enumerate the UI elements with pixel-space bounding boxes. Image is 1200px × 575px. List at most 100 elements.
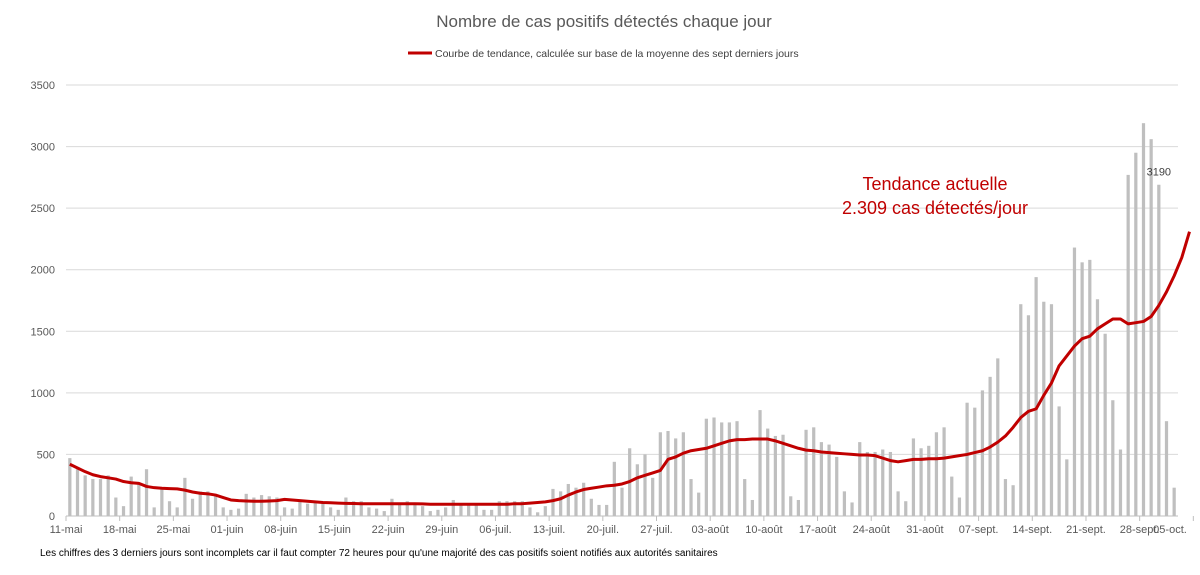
x-tick-label: 08-juin: [264, 524, 297, 536]
daily-bar: [513, 501, 517, 516]
daily-bar: [1134, 152, 1138, 516]
daily-bar: [1049, 304, 1054, 516]
daily-bar: [819, 442, 824, 516]
x-tick-label: 31-août: [906, 524, 943, 536]
daily-bar: [497, 501, 501, 516]
daily-bar: [712, 417, 716, 516]
daily-bar: [651, 477, 655, 516]
x-tick-label: 25-mai: [157, 524, 191, 536]
legend: Courbe de tendance, calculée sur base de…: [408, 48, 799, 60]
daily-bar: [605, 504, 609, 516]
daily-bar: [727, 422, 731, 516]
daily-bar: [1057, 406, 1061, 516]
daily-bar: [950, 476, 954, 516]
daily-bar: [896, 491, 900, 516]
daily-bar: [957, 497, 962, 516]
daily-bar: [1080, 262, 1084, 516]
daily-bar: [313, 501, 317, 516]
daily-bar: [382, 511, 386, 516]
daily-bar: [1072, 247, 1077, 516]
daily-bar: [259, 495, 264, 516]
x-tick-label: 15-juin: [318, 524, 351, 536]
daily-bar: [275, 497, 279, 516]
daily-bar: [980, 390, 985, 516]
daily-bar: [1172, 487, 1176, 516]
gridlines: [66, 84, 1178, 455]
daily-bar: [973, 407, 977, 516]
daily-bar: [459, 503, 463, 516]
daily-bar: [1065, 459, 1069, 516]
daily-bar: [1103, 333, 1107, 516]
daily-bar: [536, 512, 540, 516]
daily-bar: [996, 358, 1000, 516]
daily-bar: [420, 506, 425, 516]
daily-bar: [758, 410, 762, 516]
daily-bar: [796, 499, 800, 516]
daily-bar: [83, 475, 87, 516]
daily-bar: [1011, 485, 1015, 516]
daily-bar: [704, 418, 708, 516]
x-tick-label: 21-sept.: [1066, 524, 1106, 536]
daily-bar: [367, 507, 371, 516]
daily-bar: [252, 497, 256, 516]
x-tick-label: 24-août: [853, 524, 890, 536]
daily-bar: [490, 509, 494, 516]
daily-bar: [91, 479, 95, 516]
x-tick-label: 13-juil.: [533, 524, 565, 536]
daily-bar: [766, 428, 770, 516]
daily-bar: [351, 501, 356, 516]
daily-bar: [635, 464, 639, 516]
daily-bar: [282, 507, 287, 516]
daily-bar: [305, 503, 310, 516]
daily-bar: [674, 438, 678, 516]
trend-line: [69, 231, 1191, 506]
x-tick-label: 06-juil.: [479, 524, 511, 536]
daily-bar: [436, 509, 440, 516]
daily-bar: [206, 491, 210, 516]
daily-bar: [1042, 301, 1046, 516]
x-tick-label: 18-mai: [103, 524, 137, 536]
daily-bar: [658, 432, 662, 516]
daily-bar: [114, 497, 118, 516]
daily-bar: [850, 502, 854, 516]
y-tick-label: 1500: [31, 326, 55, 338]
daily-bar: [812, 427, 816, 516]
daily-bar: [735, 421, 739, 516]
daily-bar: [528, 507, 532, 516]
legend-trend-label: Courbe de tendance, calculée sur base de…: [435, 48, 799, 60]
daily-bar: [697, 492, 701, 516]
daily-bar: [888, 451, 893, 516]
daily-bar: [582, 482, 586, 516]
daily-bar: [505, 501, 509, 516]
daily-bar: [244, 493, 248, 516]
x-tick-label: 07-sept.: [959, 524, 999, 536]
daily-bar: [689, 479, 693, 516]
daily-bar: [1111, 400, 1115, 516]
daily-bar: [198, 491, 202, 516]
daily-bar: [121, 506, 126, 516]
daily-bar: [1118, 449, 1123, 516]
daily-bar: [643, 454, 647, 516]
daily-bar: [566, 483, 570, 516]
daily-bar: [451, 499, 455, 516]
daily-bar: [927, 445, 931, 516]
daily-bar: [720, 422, 724, 516]
daily-bar: [842, 491, 847, 516]
daily-bar: [390, 498, 394, 516]
footnote: Les chiffres des 3 derniers jours sont i…: [40, 548, 718, 559]
daily-bar: [144, 469, 149, 516]
annotation-line-2: 2.309 cas détectés/jour: [842, 198, 1028, 218]
annotation-line-1: Tendance actuelle: [862, 174, 1007, 194]
daily-bar: [137, 482, 141, 516]
daily-bar: [1095, 299, 1100, 516]
daily-bar: [574, 487, 578, 516]
daily-bar: [444, 507, 448, 516]
daily-bar: [152, 507, 156, 516]
daily-bar: [743, 479, 747, 516]
daily-bar: [1141, 123, 1146, 516]
daily-bar: [405, 501, 409, 516]
daily-bar: [397, 503, 402, 516]
daily-bar: [773, 435, 777, 516]
daily-bar: [666, 431, 670, 516]
